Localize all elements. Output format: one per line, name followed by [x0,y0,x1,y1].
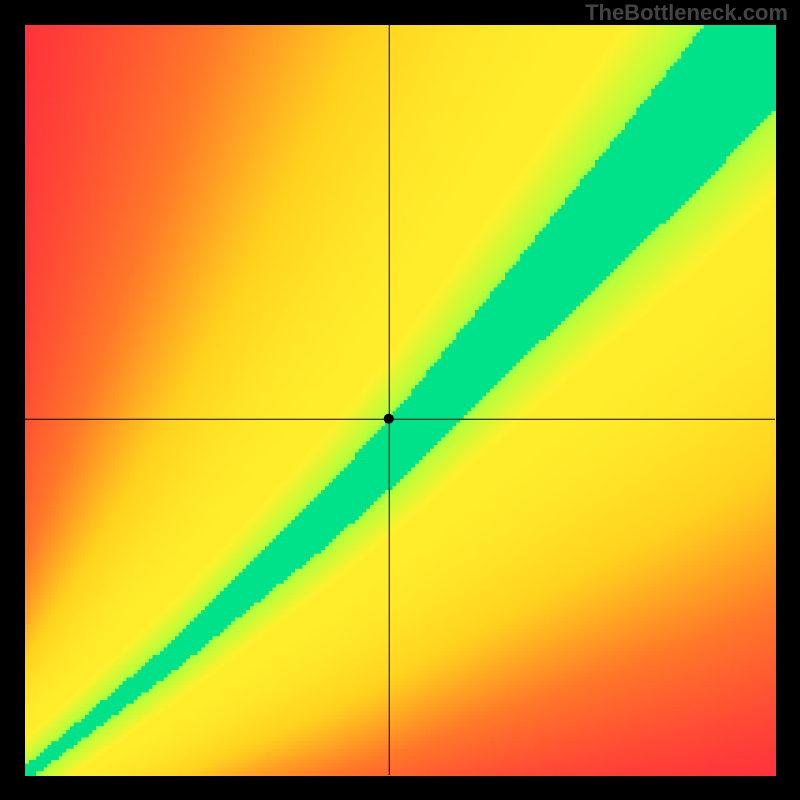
attribution-label: TheBottleneck.com [585,0,788,26]
bottleneck-heatmap [0,0,800,800]
chart-stage: { "attribution": { "text": "TheBottlenec… [0,0,800,800]
